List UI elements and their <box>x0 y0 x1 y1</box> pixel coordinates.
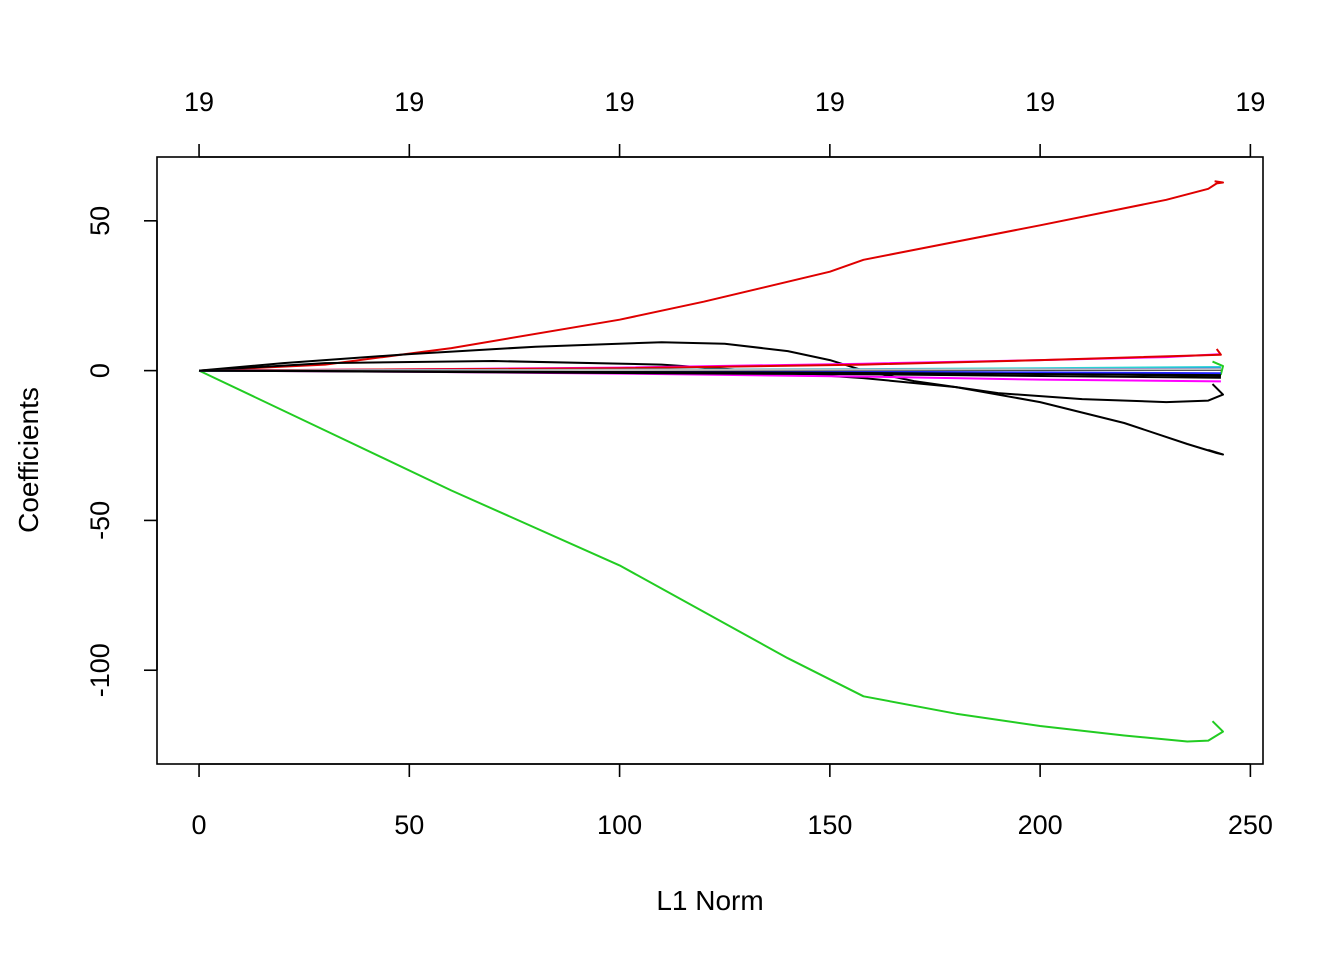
top-tick-label-3: 19 <box>815 87 845 117</box>
x-tick-label-3: 150 <box>807 810 852 840</box>
plot-box <box>156 156 1264 765</box>
top-tick-label-4: 19 <box>1025 87 1055 117</box>
top-tick-label-5: 19 <box>1235 87 1265 117</box>
series-line-1 <box>198 369 1224 743</box>
x-tick-label-2: 100 <box>597 810 642 840</box>
series-layer <box>198 180 1224 743</box>
x-tick-label-1: 50 <box>394 810 424 840</box>
y-tick-label-0: 50 <box>85 206 115 236</box>
y-tick-label-1: 0 <box>85 363 115 378</box>
top-tick-label-2: 19 <box>605 87 635 117</box>
x-axis-title: L1 Norm <box>656 885 763 916</box>
x-tick-label-4: 200 <box>1018 810 1063 840</box>
y-axis-title: Coefficients <box>13 387 44 533</box>
series-line-7 <box>199 348 1222 372</box>
top-tick-label-1: 19 <box>394 87 424 117</box>
axis-layer: 0 50 100 150 200 250 19 19 19 19 19 19 50 0 -50 -100 <box>85 87 1273 840</box>
series-line-15 <box>199 369 1221 379</box>
series-line-3 <box>199 360 1224 456</box>
y-tick-label-2: -50 <box>85 501 115 540</box>
series-line-13 <box>199 368 1221 372</box>
x-tick-label-0: 0 <box>192 810 207 840</box>
y-tick-label-3: -100 <box>85 643 115 697</box>
top-tick-label-0: 19 <box>184 87 214 117</box>
series-line-0 <box>199 180 1224 372</box>
x-tick-label-5: 250 <box>1228 810 1273 840</box>
